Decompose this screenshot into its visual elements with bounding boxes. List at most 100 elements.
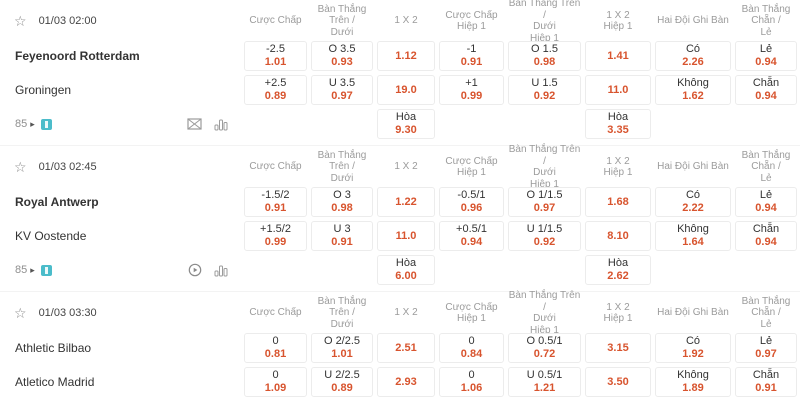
odds-over[interactable]: O 3 0.98 xyxy=(311,187,373,217)
odds-1x2-ht-away[interactable]: 3.50 xyxy=(585,367,651,397)
odds-over[interactable]: O 3.5 0.93 xyxy=(311,41,373,71)
odds-even[interactable]: Chẵn 0.94 xyxy=(735,75,797,105)
column-header-handicap-ht: Cược Chấp Hiệp 1 xyxy=(445,9,498,33)
match-block: ☆ 01/03 03:30 Cược Chấp Bàn Thắng Trên /… xyxy=(0,290,800,400)
odds-1x2-ht-away[interactable]: 11.0 xyxy=(585,75,651,105)
odds-line: 0 xyxy=(468,335,475,347)
odds-1x2-home[interactable]: 1.12 xyxy=(377,41,435,71)
odds-handicap-away[interactable]: +2.5 0.89 xyxy=(244,75,307,105)
odds-over[interactable]: O 2/2.5 1.01 xyxy=(311,333,373,363)
odds-handicap-home[interactable]: -1.5/2 0.91 xyxy=(244,187,307,217)
odds-1x2-ht-home[interactable]: 3.15 xyxy=(585,333,651,363)
odds-even[interactable]: Chẵn 0.94 xyxy=(735,221,797,251)
bar-chart-icon[interactable] xyxy=(214,264,228,277)
odds-value: 0.81 xyxy=(264,348,287,360)
odds-value: 2.26 xyxy=(682,56,704,68)
odds-under-ht[interactable]: U 0.5/1 1.21 xyxy=(508,367,581,397)
odds-value: 0.97 xyxy=(331,90,353,102)
column-header-1x2-ht: 1 X 2 Hiệp 1 xyxy=(603,301,633,325)
odds-1x2-draw[interactable]: Hòa 9.30 xyxy=(377,109,435,139)
odds-1x2-away[interactable]: 19.0 xyxy=(377,75,435,105)
odds-line: O 1.5 xyxy=(531,43,558,55)
column-header-over-under: Bàn Thắng Trên / Dưới xyxy=(317,149,367,184)
column-header-1x2-ht: 1 X 2 Hiệp 1 xyxy=(603,155,633,179)
odds-value: 0.94 xyxy=(755,90,777,102)
odds-over-ht[interactable]: O 1.5 0.98 xyxy=(508,41,581,71)
odds-under-ht[interactable]: U 1/1.5 0.92 xyxy=(508,221,581,251)
odds-under-ht[interactable]: U 1.5 0.92 xyxy=(508,75,581,105)
odds-value: 0.97 xyxy=(533,202,556,214)
odds-1x2-away[interactable]: 11.0 xyxy=(377,221,435,251)
odds-1x2-ht-draw[interactable]: Hòa 3.35 xyxy=(585,109,651,139)
odds-1x2-home[interactable]: 1.22 xyxy=(377,187,435,217)
odds-under[interactable]: U 3.5 0.97 xyxy=(311,75,373,105)
odds-handicap-away[interactable]: +1.5/2 0.99 xyxy=(244,221,307,251)
odds-value: 6.00 xyxy=(395,270,417,282)
odds-handicap-home[interactable]: 0 0.81 xyxy=(244,333,307,363)
odds-odd[interactable]: Lẻ 0.97 xyxy=(735,333,797,363)
footer-icon-group xyxy=(187,118,228,131)
odds-handicap-ht-home[interactable]: -1 0.91 xyxy=(439,41,504,71)
odds-over-ht[interactable]: O 0.5/1 0.72 xyxy=(508,333,581,363)
odds-btts-yes[interactable]: Có 2.22 xyxy=(655,187,731,217)
odds-value: 3.35 xyxy=(607,124,629,136)
odds-value: 1.21 xyxy=(533,382,556,394)
odds-btts-yes[interactable]: Có 2.26 xyxy=(655,41,731,71)
bar-chart-icon[interactable] xyxy=(214,118,228,131)
odds-over-ht[interactable]: O 1/1.5 0.97 xyxy=(508,187,581,217)
column-header-1x2: 1 X 2 xyxy=(394,161,418,173)
odds-under[interactable]: U 3 0.91 xyxy=(311,221,373,251)
column-header-btts: Hai Đội Ghi Bàn xyxy=(657,161,729,173)
odds-handicap-ht-home[interactable]: 0 0.84 xyxy=(439,333,504,363)
odds-1x2-ht-home[interactable]: 1.41 xyxy=(585,41,651,71)
odds-btts-no[interactable]: Không 1.89 xyxy=(655,367,731,397)
odds-line: 0 xyxy=(272,369,279,381)
odds-handicap-ht-away[interactable]: +0.5/1 0.94 xyxy=(439,221,504,251)
odds-btts-yes[interactable]: Có 1.92 xyxy=(655,333,731,363)
column-header-odd-even: Bàn Thắng Chẵn / Lẻ xyxy=(741,295,791,330)
match-datetime: 01/03 02:45 xyxy=(38,161,97,173)
pitch-icon[interactable] xyxy=(187,118,202,130)
odds-line: +1 xyxy=(465,77,478,89)
odds-handicap-ht-away[interactable]: 0 1.06 xyxy=(439,367,504,397)
odds-value: 1.89 xyxy=(682,382,704,394)
odds-value: 1.62 xyxy=(682,90,704,102)
odds-handicap-ht-away[interactable]: +1 0.99 xyxy=(439,75,504,105)
odds-line: Có xyxy=(685,43,701,55)
odds-value: 9.30 xyxy=(395,124,417,136)
odds-under[interactable]: U 2/2.5 0.89 xyxy=(311,367,373,397)
odds-odd[interactable]: Lẻ 0.94 xyxy=(735,187,797,217)
odds-value: 1.01 xyxy=(331,348,353,360)
odds-1x2-away[interactable]: 2.93 xyxy=(377,367,435,397)
favorite-star-icon[interactable]: ☆ xyxy=(14,305,27,321)
odds-handicap-home[interactable]: -2.5 1.01 xyxy=(244,41,307,71)
odds-line: O 0.5/1 xyxy=(526,335,563,347)
odds-handicap-ht-home[interactable]: -0.5/1 0.96 xyxy=(439,187,504,217)
odds-even[interactable]: Chẵn 0.91 xyxy=(735,367,797,397)
odds-1x2-draw[interactable]: Hòa 6.00 xyxy=(377,255,435,285)
odds-value: 1.12 xyxy=(395,49,417,62)
odds-odd[interactable]: Lẻ 0.94 xyxy=(735,41,797,71)
odds-value: 0.91 xyxy=(331,236,353,248)
favorite-star-icon[interactable]: ☆ xyxy=(14,13,27,29)
odds-btts-no[interactable]: Không 1.64 xyxy=(655,221,731,251)
odds-line: +1.5/2 xyxy=(260,223,291,235)
odds-1x2-ht-home[interactable]: 1.68 xyxy=(585,187,651,217)
odds-line: Chẵn xyxy=(752,369,780,381)
odds-handicap-away[interactable]: 0 1.09 xyxy=(244,367,307,397)
odds-value: 1.64 xyxy=(682,236,704,248)
odds-value: 0.98 xyxy=(331,202,353,214)
more-markets-link[interactable]: 85 ▸ xyxy=(15,118,35,130)
odds-1x2-ht-draw[interactable]: Hòa 2.62 xyxy=(585,255,651,285)
stats-badge-icon[interactable] xyxy=(40,264,52,276)
odds-1x2-ht-away[interactable]: 8.10 xyxy=(585,221,651,251)
odds-1x2-home[interactable]: 2.51 xyxy=(377,333,435,363)
odds-value: 0.72 xyxy=(533,348,556,360)
odds-value: 11.0 xyxy=(607,83,629,96)
odds-btts-no[interactable]: Không 1.62 xyxy=(655,75,731,105)
more-markets-link[interactable]: 85 ▸ xyxy=(15,264,35,276)
favorite-star-icon[interactable]: ☆ xyxy=(14,159,27,175)
odds-value: 19.0 xyxy=(395,83,417,96)
live-play-icon[interactable] xyxy=(188,263,202,277)
stats-badge-icon[interactable] xyxy=(40,118,52,130)
